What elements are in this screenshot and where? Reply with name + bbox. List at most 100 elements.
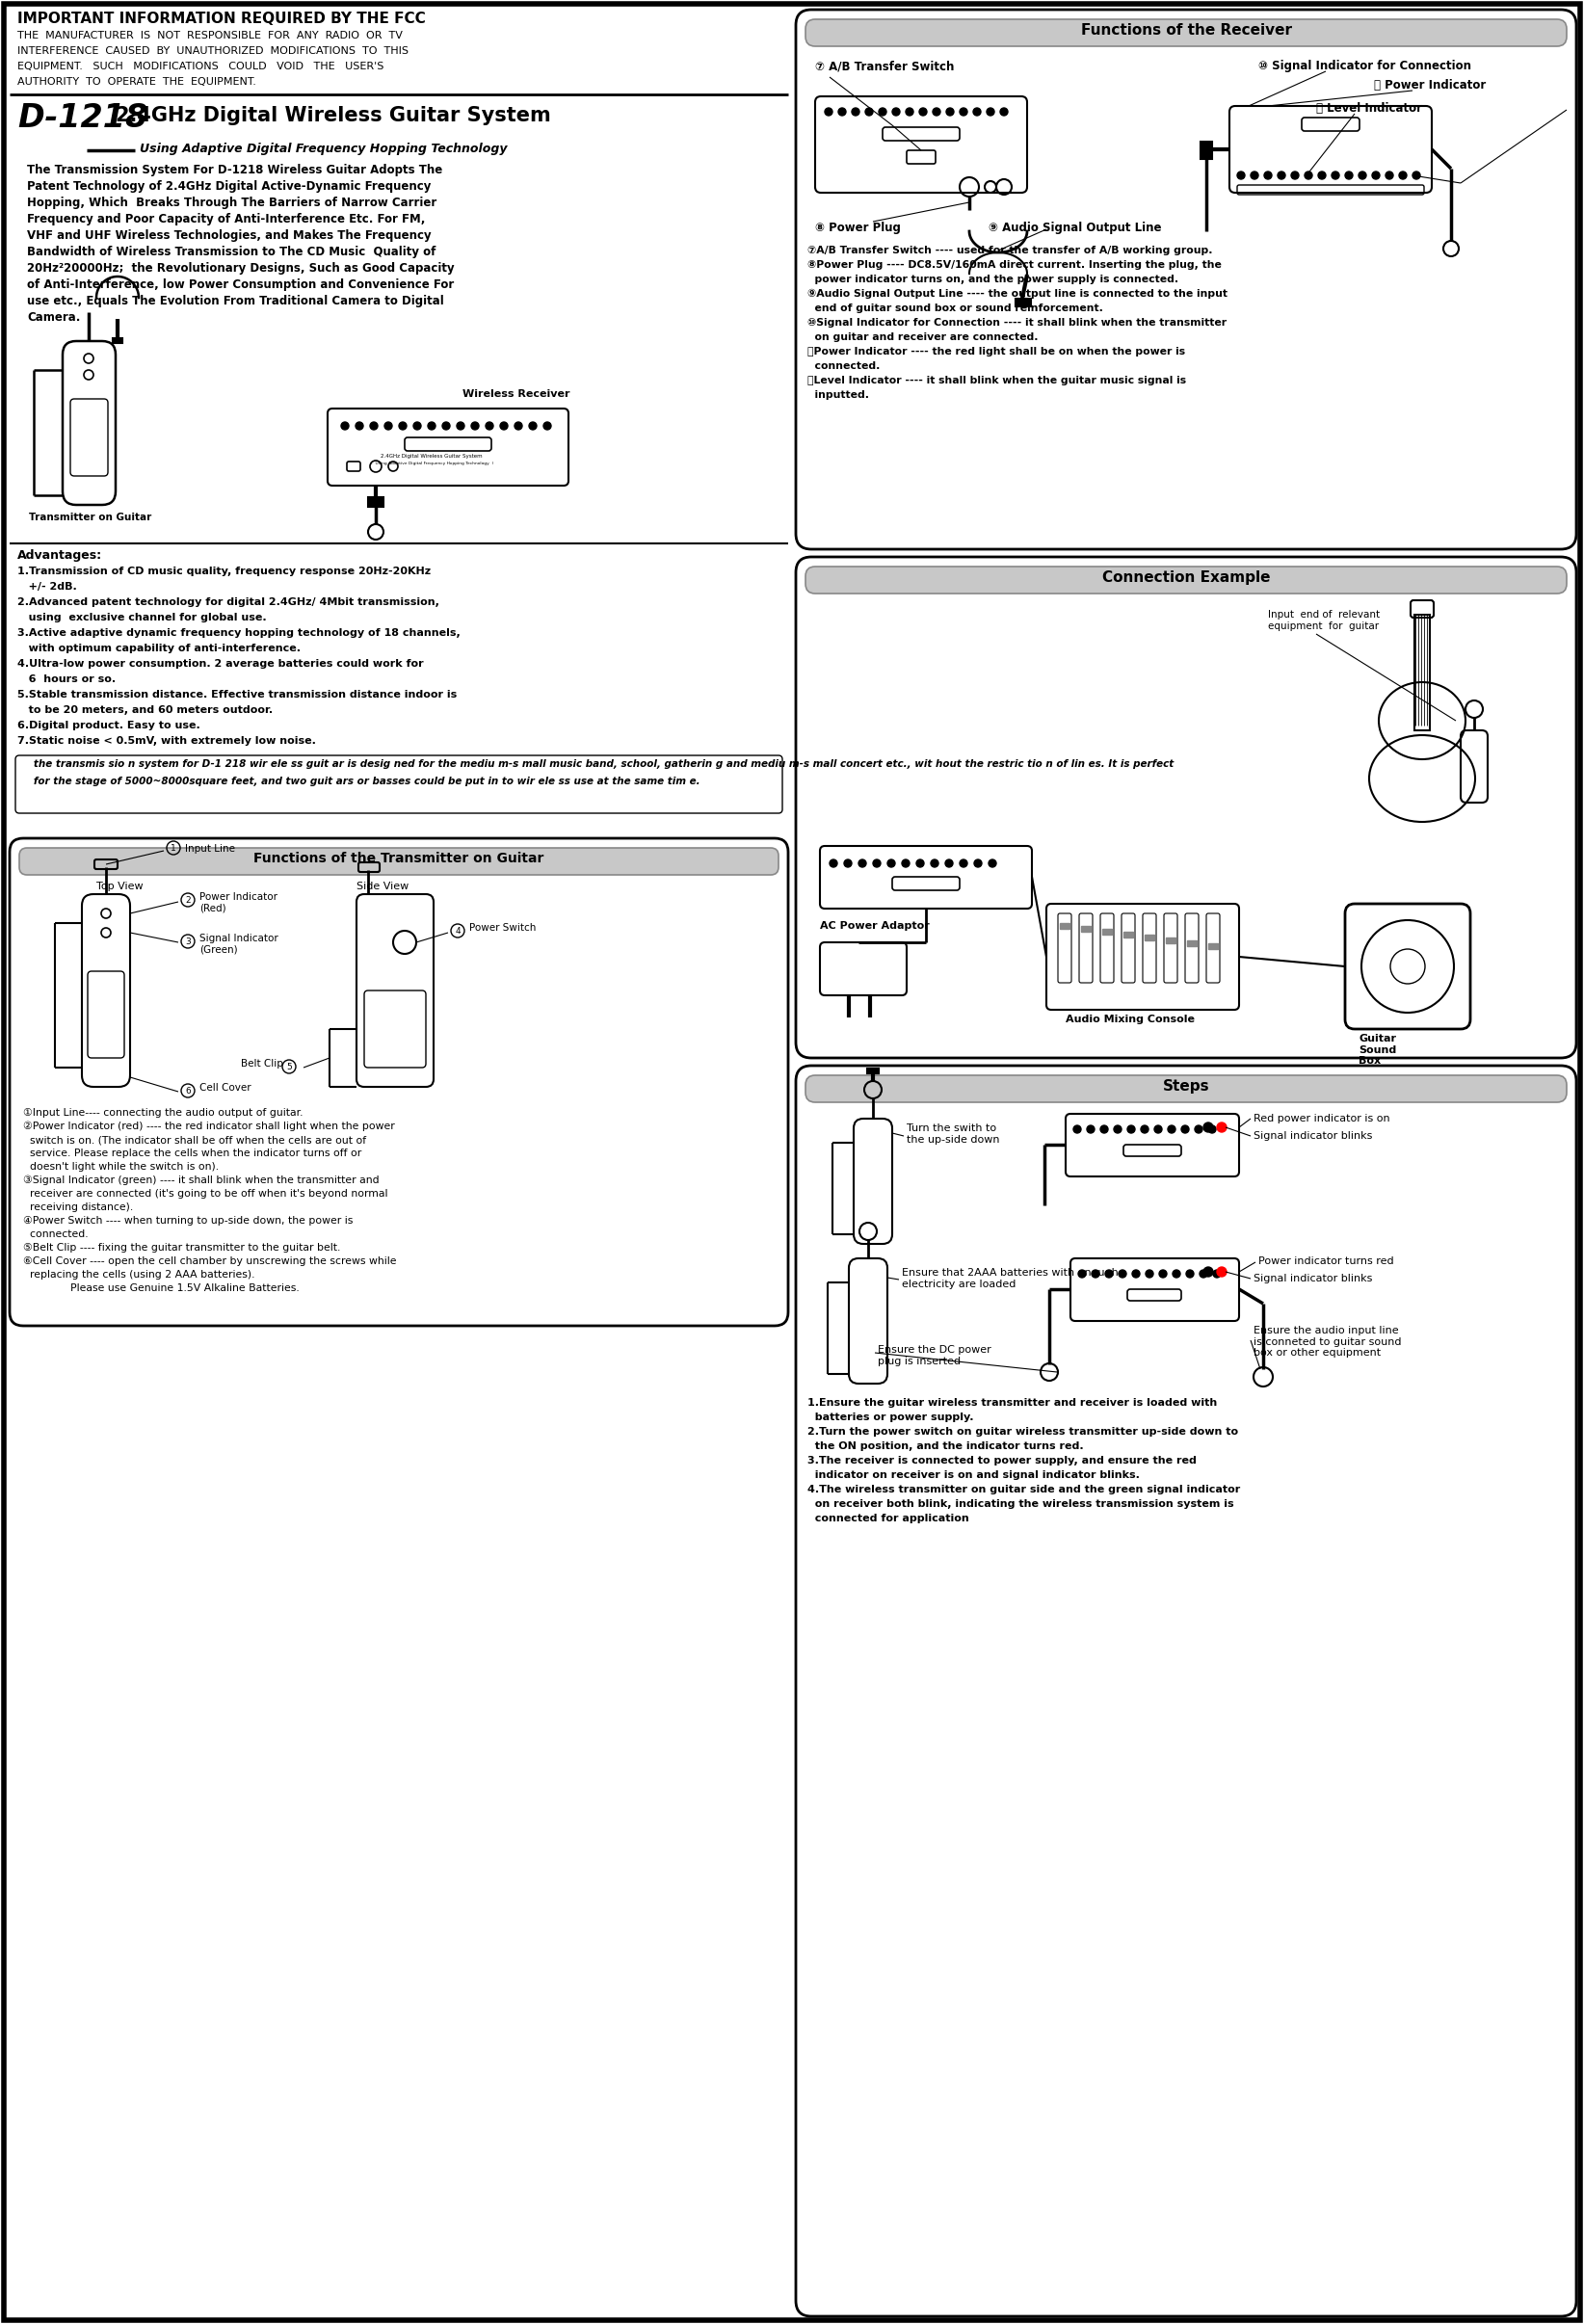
- Circle shape: [1079, 1269, 1087, 1278]
- Text: Camera.: Camera.: [27, 311, 81, 323]
- Text: Functions of the Receiver: Functions of the Receiver: [1080, 23, 1291, 37]
- Circle shape: [825, 107, 833, 116]
- Bar: [1080, 925, 1091, 932]
- Circle shape: [1305, 172, 1312, 179]
- Circle shape: [456, 423, 464, 430]
- Circle shape: [852, 107, 860, 116]
- Bar: [112, 339, 122, 344]
- Text: ④Power Switch ---- when turning to up-side down, the power is: ④Power Switch ---- when turning to up-si…: [24, 1215, 353, 1225]
- Text: the transmis sio n system for D-1 218 wir ele ss guit ar is desig ned for the me: the transmis sio n system for D-1 218 wi…: [24, 760, 1174, 769]
- Text: 3.The receiver is connected to power supply, and ensure the red: 3.The receiver is connected to power sup…: [808, 1455, 1196, 1466]
- Text: Steps: Steps: [1163, 1078, 1210, 1095]
- Text: Power Switch: Power Switch: [469, 923, 535, 932]
- Circle shape: [442, 423, 450, 430]
- Text: Bandwidth of Wireless Transmission to The CD Music  Quality of: Bandwidth of Wireless Transmission to Th…: [27, 246, 436, 258]
- Text: receiver are connected (it's going to be off when it's beyond normal: receiver are connected (it's going to be…: [24, 1190, 388, 1199]
- Circle shape: [919, 107, 927, 116]
- Circle shape: [1413, 172, 1421, 179]
- Circle shape: [1091, 1269, 1099, 1278]
- Text: 1.Ensure the guitar wireless transmitter and receiver is loaded with: 1.Ensure the guitar wireless transmitter…: [808, 1399, 1217, 1408]
- Circle shape: [1106, 1269, 1114, 1278]
- Bar: [1145, 934, 1155, 941]
- Text: ⑫Level Indicator ---- it shall blink when the guitar music signal is: ⑫Level Indicator ---- it shall blink whe…: [808, 376, 1186, 386]
- Text: doesn't light while the switch is on).: doesn't light while the switch is on).: [24, 1162, 219, 1171]
- Text: 2.Advanced patent technology for digital 2.4GHz/ 4Mbit transmission,: 2.Advanced patent technology for digital…: [17, 597, 439, 607]
- Text: receiving distance).: receiving distance).: [24, 1202, 133, 1213]
- Text: replacing the cells (using 2 AAA batteries).: replacing the cells (using 2 AAA batteri…: [24, 1269, 255, 1281]
- Circle shape: [1159, 1269, 1167, 1278]
- Circle shape: [844, 860, 852, 867]
- Circle shape: [486, 423, 493, 430]
- Circle shape: [960, 107, 968, 116]
- Circle shape: [879, 107, 887, 116]
- Text: 2.4GHz Digital Wireless Guitar System: 2.4GHz Digital Wireless Guitar System: [116, 107, 551, 125]
- Text: 1: 1: [171, 844, 176, 853]
- Circle shape: [887, 860, 895, 867]
- Text: with optimum capability of anti-interference.: with optimum capability of anti-interfer…: [17, 644, 301, 653]
- Circle shape: [1237, 172, 1245, 179]
- Circle shape: [960, 860, 968, 867]
- Text: Advantages:: Advantages:: [17, 548, 103, 562]
- Text: Input  end of  relevant
equipment  for  guitar: Input end of relevant equipment for guit…: [1267, 609, 1380, 630]
- Circle shape: [892, 107, 900, 116]
- Circle shape: [470, 423, 478, 430]
- Circle shape: [501, 423, 508, 430]
- Text: 3: 3: [185, 937, 190, 946]
- Text: indicator on receiver is on and signal indicator blinks.: indicator on receiver is on and signal i…: [808, 1471, 1140, 1480]
- Circle shape: [916, 860, 923, 867]
- Text: ⑨Audio Signal Output Line ---- the output line is connected to the input: ⑨Audio Signal Output Line ---- the outpu…: [808, 288, 1228, 300]
- Bar: [1060, 923, 1069, 930]
- Bar: [866, 1069, 879, 1074]
- Text: 4.Ultra-low power consumption. 2 average batteries could work for: 4.Ultra-low power consumption. 2 average…: [17, 660, 423, 669]
- Text: 20Hz²20000Hz;  the Revolutionary Designs, Such as Good Capacity: 20Hz²20000Hz; the Revolutionary Designs,…: [27, 263, 455, 274]
- Circle shape: [946, 107, 954, 116]
- Text: ⑧ Power Plug: ⑧ Power Plug: [816, 221, 901, 235]
- Bar: [1015, 300, 1031, 307]
- Text: Red power indicator is on: Red power indicator is on: [1253, 1113, 1391, 1122]
- Circle shape: [931, 860, 938, 867]
- Bar: [1102, 930, 1112, 934]
- Circle shape: [1145, 1269, 1153, 1278]
- Text: +/- 2dB.: +/- 2dB.: [17, 581, 78, 593]
- Circle shape: [1278, 172, 1285, 179]
- Text: Audio Mixing Console: Audio Mixing Console: [1066, 1016, 1194, 1025]
- Text: of Anti-Interference, low Power Consumption and Convenience For: of Anti-Interference, low Power Consumpt…: [27, 279, 455, 290]
- Text: ⑩Signal Indicator for Connection ---- it shall blink when the transmitter: ⑩Signal Indicator for Connection ---- it…: [808, 318, 1226, 328]
- Circle shape: [428, 423, 436, 430]
- Circle shape: [1087, 1125, 1095, 1134]
- Text: ⑦ A/B Transfer Switch: ⑦ A/B Transfer Switch: [816, 60, 954, 72]
- Circle shape: [1186, 1269, 1194, 1278]
- Circle shape: [1204, 1122, 1213, 1132]
- Text: Side View: Side View: [356, 881, 409, 890]
- FancyBboxPatch shape: [806, 567, 1567, 593]
- Text: 4.The wireless transmitter on guitar side and the green signal indicator: 4.The wireless transmitter on guitar sid…: [808, 1485, 1240, 1494]
- Bar: [1209, 944, 1218, 948]
- Circle shape: [543, 423, 551, 430]
- Circle shape: [1318, 172, 1326, 179]
- Text: ①Input Line---- connecting the audio output of guitar.: ①Input Line---- connecting the audio out…: [24, 1109, 303, 1118]
- Text: Cell Cover: Cell Cover: [200, 1083, 252, 1092]
- Text: Power Indicator
(Red): Power Indicator (Red): [200, 892, 277, 913]
- Text: Connection Example: Connection Example: [1102, 569, 1270, 586]
- Circle shape: [1172, 1269, 1180, 1278]
- Circle shape: [399, 423, 407, 430]
- Text: ③Signal Indicator (green) ---- it shall blink when the transmitter and: ③Signal Indicator (green) ---- it shall …: [24, 1176, 379, 1185]
- Bar: [1186, 941, 1196, 946]
- Bar: [1415, 616, 1430, 730]
- Text: 6: 6: [185, 1088, 190, 1095]
- Text: Power indicator turns red: Power indicator turns red: [1258, 1257, 1394, 1267]
- Text: ⑥Cell Cover ---- open the cell chamber by unscrewing the screws while: ⑥Cell Cover ---- open the cell chamber b…: [24, 1257, 396, 1267]
- Text: (  Using Adaptive Digital Frequency Hopping Technology  ): ( Using Adaptive Digital Frequency Hoppi…: [371, 462, 494, 465]
- Text: ⑧Power Plug ---- DC8.5V/160mA direct current. Inserting the plug, the: ⑧Power Plug ---- DC8.5V/160mA direct cur…: [808, 260, 1221, 270]
- Text: 2.4GHz Digital Wireless Guitar System: 2.4GHz Digital Wireless Guitar System: [380, 453, 483, 458]
- Text: 7.Static noise < 0.5mV, with extremely low noise.: 7.Static noise < 0.5mV, with extremely l…: [17, 737, 315, 746]
- Text: Hopping, Which  Breaks Through The Barriers of Narrow Carrier: Hopping, Which Breaks Through The Barrie…: [27, 198, 437, 209]
- Text: VHF and UHF Wireless Technologies, and Makes The Frequency: VHF and UHF Wireless Technologies, and M…: [27, 230, 431, 242]
- Circle shape: [1386, 172, 1394, 179]
- Circle shape: [1332, 172, 1338, 179]
- Text: Signal indicator blinks: Signal indicator blinks: [1253, 1132, 1372, 1141]
- Text: 4: 4: [455, 927, 461, 937]
- Text: use etc., Equals The Evolution From Traditional Camera to Digital: use etc., Equals The Evolution From Trad…: [27, 295, 444, 307]
- Circle shape: [859, 860, 866, 867]
- Circle shape: [515, 423, 523, 430]
